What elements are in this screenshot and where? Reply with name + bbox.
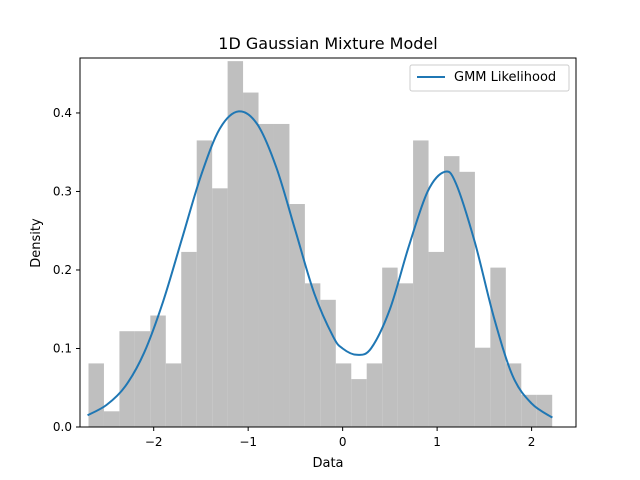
- x-tick-label: −1: [239, 435, 257, 449]
- histogram-bar: [335, 363, 352, 427]
- histogram-bar: [258, 123, 274, 427]
- x-axis-ticks: −2 −1 0 1 2: [145, 427, 536, 449]
- histogram-bar: [536, 394, 553, 427]
- x-tick-label: 0: [339, 435, 347, 449]
- histogram-bar: [103, 411, 120, 427]
- histogram-bar: [505, 363, 522, 427]
- histogram-bar: [243, 92, 259, 427]
- y-tick-label: 0.4: [53, 106, 72, 120]
- chart-title: 1D Gaussian Mixture Model: [218, 34, 437, 53]
- histogram-bar: [212, 188, 228, 427]
- y-tick-label: 0.3: [53, 184, 72, 198]
- plot-frame: [79, 57, 577, 428]
- histogram-bar: [165, 363, 182, 427]
- legend-box: [409, 64, 570, 92]
- y-tick-label: 0.1: [53, 341, 72, 355]
- y-tick-label: 0.2: [53, 263, 72, 277]
- histogram-bar: [366, 363, 383, 427]
- x-tick-label: 2: [528, 435, 536, 449]
- y-tick-label: 0.0: [53, 420, 72, 434]
- y-axis-ticks: 0.0 0.1 0.2 0.3 0.4: [53, 106, 80, 434]
- histogram-bar: [320, 299, 336, 427]
- histogram-bar: [150, 315, 166, 427]
- gmm-series: [87, 110, 553, 419]
- histogram-bar: [88, 363, 104, 427]
- histogram-bars: [88, 61, 553, 428]
- histogram-bar: [382, 267, 398, 427]
- histogram-bar: [119, 331, 135, 427]
- histogram-bar: [351, 379, 367, 427]
- histogram-bar: [289, 204, 305, 427]
- legend-label: GMM Likelihood: [454, 70, 556, 85]
- histogram-bar: [474, 347, 491, 427]
- histogram-bar: [443, 156, 460, 427]
- x-tick-label: −2: [145, 435, 163, 449]
- x-tick-label: 1: [433, 435, 441, 449]
- histogram-bar: [459, 171, 475, 427]
- histogram-bar: [490, 267, 506, 427]
- gmm-likelihood-line: [87, 110, 553, 419]
- histogram-bar: [196, 140, 213, 428]
- y-axis-label: Density: [29, 218, 44, 268]
- histogram-bar: [134, 331, 151, 427]
- x-axis-label: Data: [312, 456, 343, 471]
- histogram-bar: [413, 140, 429, 428]
- histogram-bar: [521, 394, 537, 427]
- legend: GMM Likelihood: [409, 64, 570, 92]
- histogram-bar: [181, 251, 197, 427]
- histogram-bar: [428, 251, 444, 427]
- histogram-bar: [227, 61, 244, 427]
- histogram-bar: [397, 283, 414, 427]
- histogram-bar: [304, 283, 321, 427]
